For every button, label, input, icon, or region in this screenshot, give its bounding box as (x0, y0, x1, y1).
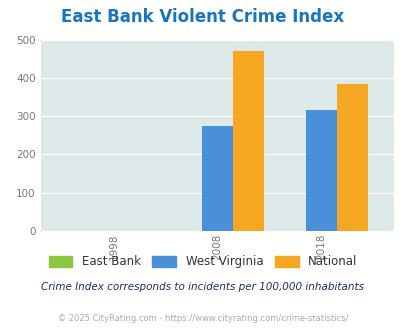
Text: © 2025 CityRating.com - https://www.cityrating.com/crime-statistics/: © 2025 CityRating.com - https://www.city… (58, 314, 347, 323)
Bar (201, 126, 232, 231)
Bar (336, 83, 367, 231)
Bar (232, 51, 263, 231)
Bar (305, 111, 336, 231)
Text: Crime Index corresponds to incidents per 100,000 inhabitants: Crime Index corresponds to incidents per… (41, 282, 364, 292)
Legend: East Bank, West Virginia, National: East Bank, West Virginia, National (45, 252, 360, 272)
Text: East Bank Violent Crime Index: East Bank Violent Crime Index (61, 8, 344, 26)
